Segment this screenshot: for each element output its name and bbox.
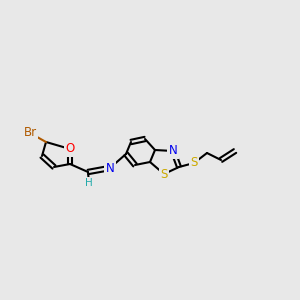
Text: S: S [160, 167, 168, 181]
Text: O: O [65, 142, 75, 155]
Text: S: S [190, 157, 198, 169]
Text: Br: Br [23, 127, 37, 140]
Text: H: H [85, 178, 93, 188]
Text: N: N [106, 161, 114, 175]
Text: N: N [169, 145, 177, 158]
